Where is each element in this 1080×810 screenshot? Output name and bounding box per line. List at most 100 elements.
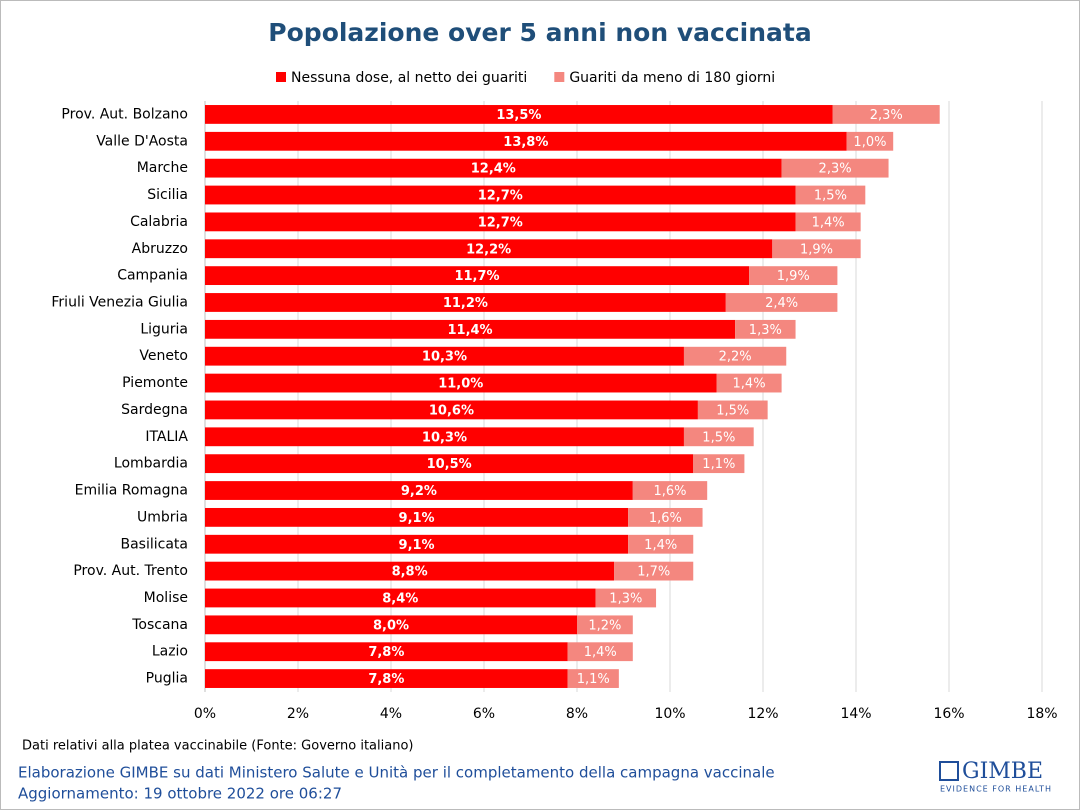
value-label: 1,1%	[577, 672, 610, 687]
bar-segment	[205, 239, 773, 259]
value-label: 1,4%	[584, 645, 617, 660]
value-label: 1,4%	[733, 377, 766, 392]
bar-segment	[716, 373, 782, 393]
value-label: 10,6%	[429, 403, 474, 418]
y-tick-label: Sicilia	[147, 187, 188, 203]
bar-segment	[205, 131, 847, 151]
x-tick-label: 16%	[933, 706, 964, 722]
y-tick-label: Liguria	[140, 321, 188, 337]
bar-segment	[614, 561, 694, 581]
bar-segment	[205, 293, 726, 312]
bar-segment	[205, 105, 833, 124]
bar-segment	[577, 615, 633, 635]
bar-segment	[205, 669, 568, 688]
value-label: 8,0%	[373, 618, 409, 633]
x-tick-label: 4%	[380, 706, 402, 722]
bar-segment	[205, 481, 633, 500]
bar-segment	[795, 212, 861, 232]
value-label: 8,4%	[382, 591, 418, 606]
logo-name: GIMBE	[962, 759, 1043, 784]
bar-segment	[205, 588, 596, 608]
logo-icon	[939, 761, 959, 781]
value-label: 9,2%	[401, 484, 437, 499]
logo-tagline: EVIDENCE FOR HEALTH	[940, 785, 1052, 794]
bar-segment	[205, 642, 568, 662]
bar-segment	[205, 507, 629, 527]
bar-segment	[749, 266, 838, 286]
x-tick-label: 8%	[566, 706, 588, 722]
y-tick-label: Prov. Aut. Trento	[73, 563, 188, 579]
value-label: 1,3%	[749, 323, 782, 338]
legend-swatch	[554, 72, 565, 82]
value-label: 11,7%	[454, 269, 499, 284]
bar-segment	[628, 507, 703, 527]
legend-label: Guariti da meno di 180 giorni	[569, 70, 775, 86]
x-tick-label: 18%	[1026, 706, 1057, 722]
value-label: 7,8%	[368, 645, 404, 660]
value-label: 10,3%	[422, 430, 467, 445]
value-label: 13,8%	[503, 135, 548, 150]
y-tick-label: Toscana	[131, 617, 188, 633]
credit-note: Elaborazione GIMBE su dati Ministero Sal…	[18, 764, 775, 782]
y-tick-label: Lombardia	[114, 456, 188, 472]
value-label: 9,1%	[399, 538, 435, 553]
value-label: 1,9%	[777, 269, 810, 284]
bar-segment	[205, 212, 796, 232]
bar-segment	[205, 373, 717, 393]
value-label: 12,2%	[466, 242, 511, 257]
value-label: 1,4%	[812, 215, 845, 230]
value-label: 1,4%	[644, 538, 677, 553]
x-tick-label: 12%	[747, 706, 778, 722]
y-tick-label: Sardegna	[121, 402, 188, 418]
value-label: 11,4%	[447, 323, 492, 338]
value-label: 7,8%	[368, 672, 404, 687]
bar-segment	[595, 588, 657, 608]
legend-label: Nessuna dose, al netto dei guariti	[291, 70, 527, 86]
value-label: 1,7%	[637, 565, 670, 580]
value-label: 10,3%	[422, 350, 467, 365]
source-note: Dati relativi alla platea vaccinabile (F…	[22, 739, 413, 754]
bar-segment	[205, 185, 796, 205]
y-tick-label: Abruzzo	[132, 241, 188, 257]
value-label: 10,5%	[427, 457, 472, 472]
y-tick-label: Piemonte	[122, 375, 188, 391]
bar-segment	[205, 400, 698, 420]
value-label: 13,5%	[496, 108, 541, 123]
value-label: 1,5%	[814, 189, 847, 204]
bar-segment	[205, 346, 684, 366]
bar-segment	[772, 239, 861, 259]
value-label: 12,7%	[478, 189, 523, 204]
value-label: 1,5%	[702, 430, 735, 445]
value-label: 1,1%	[702, 457, 735, 472]
bar-segment	[697, 400, 768, 420]
bar-segment	[781, 158, 889, 178]
x-tick-label: 2%	[287, 706, 309, 722]
bar-segment	[567, 642, 633, 662]
y-tick-label: Campania	[117, 268, 188, 284]
bar-segment	[632, 481, 708, 500]
y-tick-label: Valle D'Aosta	[96, 133, 188, 149]
y-tick-label: Friuli Venezia Giulia	[51, 294, 188, 310]
value-label: 2,4%	[765, 296, 798, 311]
y-tick-label: Molise	[144, 590, 188, 606]
value-label: 2,2%	[719, 350, 752, 365]
value-label: 1,6%	[649, 511, 682, 526]
bar-segment	[205, 615, 577, 635]
value-label: 12,4%	[471, 162, 516, 177]
value-label: 2,3%	[870, 108, 903, 123]
value-label: 9,1%	[399, 511, 435, 526]
y-tick-label: Lazio	[152, 644, 188, 660]
bar-segment	[205, 266, 750, 286]
y-tick-label: ITALIA	[145, 429, 188, 445]
bar-segment	[795, 185, 866, 205]
value-label: 1,9%	[800, 242, 833, 257]
value-label: 11,2%	[443, 296, 488, 311]
y-tick-label: Prov. Aut. Bolzano	[61, 106, 188, 122]
value-label: 1,0%	[853, 135, 886, 150]
bar-segment	[205, 427, 684, 447]
y-tick-label: Basilicata	[121, 536, 189, 552]
chart-title: Popolazione over 5 anni non vaccinata	[268, 18, 811, 47]
x-tick-label: 0%	[194, 706, 216, 722]
y-tick-label: Puglia	[146, 671, 188, 687]
